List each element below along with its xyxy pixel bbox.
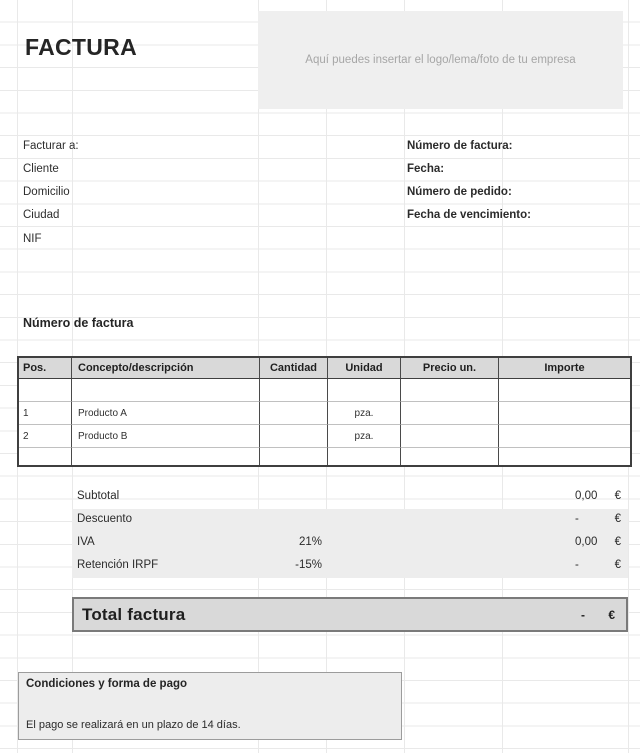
- summary-label: Retención IRPF: [77, 559, 159, 571]
- item-cell-cantidad[interactable]: [260, 424, 328, 447]
- bill-to-address[interactable]: Domicilio: [23, 186, 70, 198]
- summary-row-iva: IVA 21% 0,00 €: [0, 532, 640, 555]
- bill-to-client[interactable]: Cliente: [23, 163, 59, 175]
- invoice-title: FACTURA: [25, 34, 137, 60]
- item-cell-pos[interactable]: [19, 447, 72, 465]
- total-label: Total factura: [82, 604, 186, 624]
- item-cell-cantidad[interactable]: [260, 401, 328, 424]
- items-table: Pos. Concepto/descripción Cantidad Unida…: [17, 356, 632, 467]
- item-cell-importe[interactable]: [499, 447, 630, 465]
- summary-row-subtotal: Subtotal 0,00 €: [0, 486, 640, 509]
- currency-symbol: €: [614, 559, 621, 571]
- summary-rate[interactable]: 21%: [298, 536, 322, 548]
- summary-label: Descuento: [77, 513, 132, 525]
- item-cell-pos[interactable]: 1: [19, 401, 72, 424]
- currency-symbol: €: [608, 607, 615, 622]
- item-cell-importe[interactable]: [499, 401, 630, 424]
- item-cell-importe[interactable]: [499, 424, 630, 447]
- column-header-unidad: Unidad: [328, 358, 401, 379]
- summary-row-descuento: Descuento - €: [0, 509, 640, 532]
- summary-rate[interactable]: -15%: [295, 559, 322, 571]
- bill-to-nif[interactable]: NIF: [23, 233, 42, 245]
- column-header-concepto: Concepto/descripción: [72, 358, 260, 379]
- currency-symbol: €: [614, 513, 621, 525]
- column-header-precio: Precio un.: [401, 358, 499, 379]
- payment-terms-box: Condiciones y forma de pago El pago se r…: [18, 672, 402, 740]
- item-cell-concepto[interactable]: [72, 447, 260, 465]
- bill-to-city[interactable]: Ciudad: [23, 209, 60, 221]
- item-cell-concepto[interactable]: [72, 379, 260, 401]
- item-cell-pos[interactable]: 2: [19, 424, 72, 447]
- summary-amount[interactable]: - €: [575, 559, 621, 571]
- summary-row-retencion: Retención IRPF -15% - €: [0, 555, 640, 578]
- summary-band: [72, 509, 628, 578]
- summary-label: IVA: [77, 536, 95, 548]
- total-bar: Total factura - €: [72, 597, 628, 632]
- logo-placeholder-box[interactable]: Aquí puedes insertar el logo/lema/foto d…: [258, 11, 623, 109]
- item-cell-importe[interactable]: [499, 379, 630, 401]
- amount-value: 0,00: [575, 536, 598, 548]
- summary-amount[interactable]: 0,00 €: [575, 536, 621, 548]
- item-cell-unidad[interactable]: pza.: [328, 424, 401, 447]
- meta-order-number-label: Número de pedido:: [407, 186, 512, 198]
- item-cell-unidad[interactable]: [328, 447, 401, 465]
- payment-terms-title: Condiciones y forma de pago: [26, 678, 188, 690]
- section-header-invoice-number: Número de factura: [23, 316, 134, 330]
- amount-value: 0,00: [575, 490, 598, 502]
- item-cell-cantidad[interactable]: [260, 379, 328, 401]
- summary-amount[interactable]: - €: [575, 513, 621, 525]
- item-cell-precio[interactable]: [401, 424, 499, 447]
- item-cell-unidad[interactable]: pza.: [328, 401, 401, 424]
- amount-value: -: [575, 559, 579, 571]
- logo-placeholder-text: Aquí puedes insertar el logo/lema/foto d…: [305, 53, 576, 66]
- column-header-importe: Importe: [499, 358, 630, 379]
- currency-symbol: €: [614, 536, 621, 548]
- meta-invoice-number-label: Número de factura:: [407, 140, 513, 152]
- item-cell-cantidad[interactable]: [260, 447, 328, 465]
- item-cell-precio[interactable]: [401, 447, 499, 465]
- item-cell-concepto[interactable]: Producto A: [72, 401, 260, 424]
- bill-to-heading: Facturar a:: [23, 140, 79, 152]
- payment-terms-body: El pago se realizará en un plazo de 14 d…: [26, 719, 241, 731]
- item-cell-precio[interactable]: [401, 401, 499, 424]
- amount-value: -: [581, 607, 585, 622]
- column-header-pos: Pos.: [19, 358, 72, 379]
- item-cell-concepto[interactable]: Producto B: [72, 424, 260, 447]
- summary-amount[interactable]: 0,00 €: [575, 490, 621, 502]
- total-amount[interactable]: - €: [581, 608, 615, 622]
- item-cell-pos[interactable]: [19, 379, 72, 401]
- item-cell-unidad[interactable]: [328, 379, 401, 401]
- amount-value: -: [575, 513, 579, 525]
- meta-date-label: Fecha:: [407, 163, 445, 175]
- currency-symbol: €: [614, 490, 621, 502]
- column-header-cantidad: Cantidad: [260, 358, 328, 379]
- meta-due-date-label: Fecha de vencimiento:: [407, 209, 531, 221]
- summary-label: Subtotal: [77, 490, 120, 502]
- item-cell-precio[interactable]: [401, 379, 499, 401]
